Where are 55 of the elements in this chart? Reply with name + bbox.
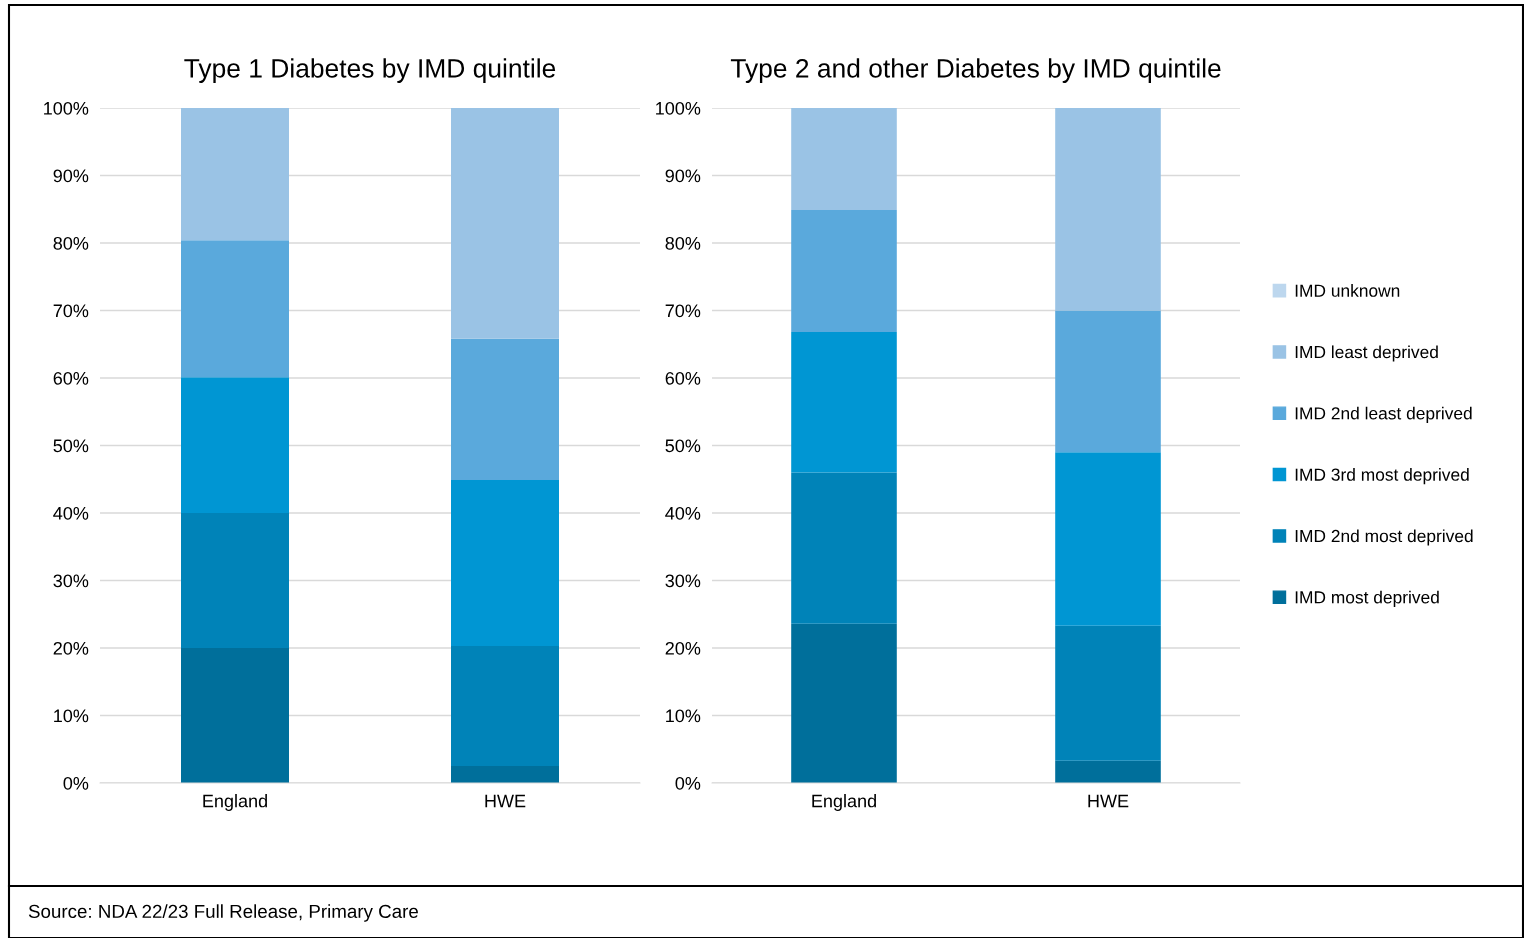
y-tick-label: 10% — [54, 709, 89, 723]
y-tick-label: 60% — [665, 371, 701, 385]
y-tick-label: 40% — [53, 506, 89, 520]
legend-label: IMD 2nd most deprived — [1295, 529, 1473, 546]
bar — [451, 479, 559, 646]
bar — [451, 338, 559, 480]
bar — [181, 240, 289, 378]
bar — [451, 108, 559, 339]
bar — [791, 108, 897, 210]
y-tick-label: 60% — [53, 371, 89, 385]
bar — [1055, 760, 1161, 783]
y-tick-label: 50% — [665, 439, 701, 453]
y-tick-label: 30% — [53, 574, 89, 588]
chart-title: Type 2 and other Diabetes by IMD quintile — [730, 58, 1221, 83]
y-tick-label: 90% — [665, 169, 701, 183]
y-tick-label: 80% — [665, 236, 701, 250]
x-tick-label: England — [203, 794, 267, 811]
legend-label: IMD unknown — [1295, 284, 1400, 297]
y-tick-label: 40% — [665, 506, 701, 520]
bar — [451, 645, 559, 767]
bar — [181, 648, 289, 783]
y-tick-label: 30% — [665, 574, 701, 588]
bar — [181, 377, 289, 513]
y-tick-label: 20% — [665, 641, 701, 655]
y-tick-label: 80% — [53, 236, 89, 250]
legend-label: IMD least deprived — [1295, 345, 1438, 362]
legend-label: IMD 2nd least deprived — [1295, 406, 1472, 423]
bar — [181, 513, 289, 648]
bar — [1055, 452, 1161, 626]
bar — [181, 108, 289, 241]
y-tick-label: 70% — [53, 304, 89, 318]
chart-title: Type 1 Diabetes by IMD quintile — [184, 58, 556, 83]
bar — [791, 332, 897, 473]
y-tick-label: 20% — [53, 641, 89, 655]
bar — [1055, 625, 1161, 761]
bar — [791, 472, 897, 624]
y-tick-label: 100% — [656, 101, 701, 115]
bar — [451, 766, 559, 783]
bar — [791, 209, 897, 333]
y-tick-label: 100% — [44, 101, 89, 115]
source-note: Source: NDA 22/23 Full Release, Primary Care — [28, 904, 418, 922]
legend-label: IMD most deprived — [1295, 590, 1439, 607]
bar — [791, 623, 897, 783]
x-tick-label: HWE — [485, 794, 526, 808]
y-tick-label: 10% — [666, 709, 701, 723]
y-tick-label: 0% — [675, 776, 701, 790]
x-tick-label: England — [812, 794, 876, 811]
legend-label: IMD 3rd most deprived — [1295, 468, 1469, 485]
y-tick-label: 70% — [665, 304, 701, 318]
x-tick-label: HWE — [1088, 794, 1129, 808]
y-tick-label: 50% — [53, 439, 89, 453]
bar — [1055, 310, 1161, 453]
y-tick-label: 90% — [53, 169, 89, 183]
bar — [1055, 108, 1161, 311]
y-tick-label: 0% — [63, 776, 89, 790]
